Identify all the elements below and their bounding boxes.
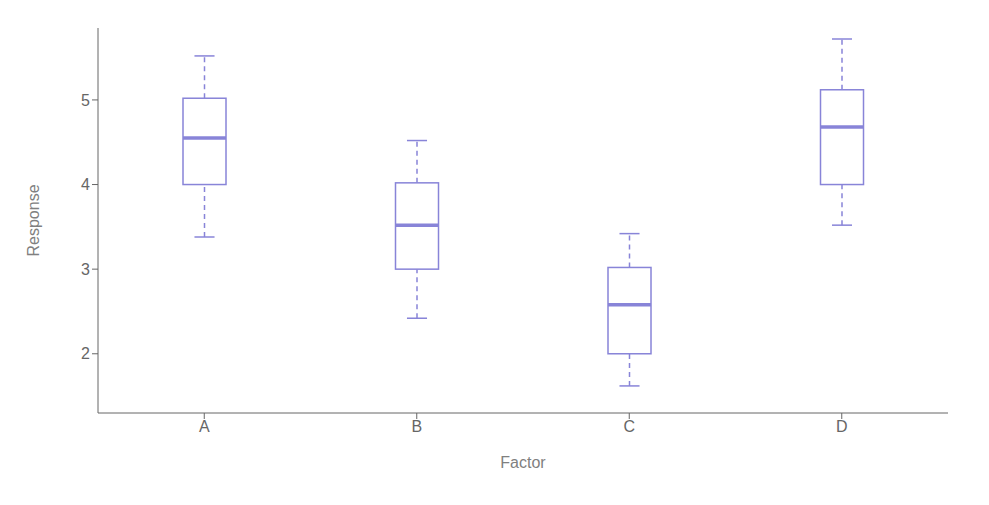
svg-text:3: 3 (81, 261, 90, 278)
svg-text:D: D (836, 418, 848, 435)
svg-text:5: 5 (81, 92, 90, 109)
svg-text:4: 4 (81, 176, 90, 193)
svg-text:B: B (411, 418, 422, 435)
svg-text:C: C (623, 418, 635, 435)
svg-text:2: 2 (81, 345, 90, 362)
svg-text:Factor: Factor (500, 454, 546, 471)
svg-text:A: A (199, 418, 210, 435)
svg-text:Response: Response (25, 184, 42, 256)
